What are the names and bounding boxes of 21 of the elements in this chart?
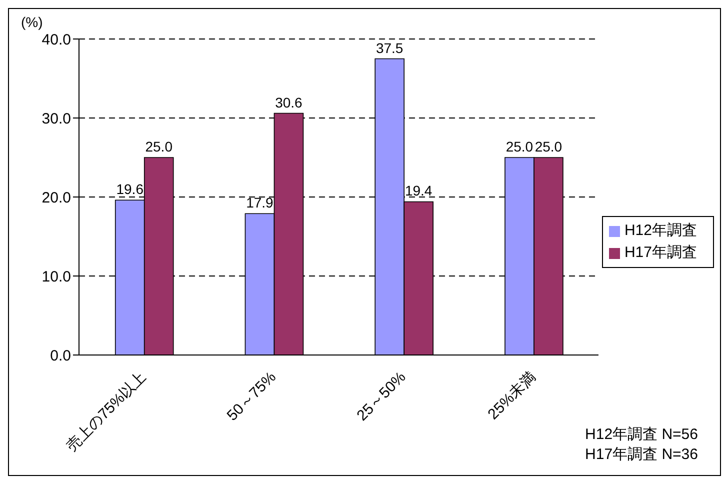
data-label: 25.0 — [145, 138, 173, 154]
text: H17年調査 N=36 — [585, 445, 698, 465]
data-label: 19.6 — [116, 181, 144, 198]
y-tick-label: 10.0 — [42, 268, 71, 286]
data-label: 25.0 — [506, 138, 534, 154]
x-tick-label: 25～50% — [354, 368, 410, 424]
y-axis-title: (%) — [21, 14, 43, 30]
y-tick-label: 20.0 — [42, 189, 71, 206]
text: H12年調査 N=56 — [585, 425, 698, 445]
data-label: 37.5 — [376, 40, 404, 56]
x-tick-label: 50～75% — [224, 368, 280, 424]
data-label: 25.0 — [534, 138, 562, 154]
data-label: 17.9 — [246, 194, 274, 211]
legend-label: H17年調査 — [624, 244, 697, 261]
y-tick-label: 30.0 — [42, 110, 71, 128]
data-label: 19.4 — [404, 182, 432, 199]
y-tick-label: 0.0 — [50, 347, 71, 364]
legend-label: H12年調査 — [624, 222, 697, 239]
x-tick-label: 売上の75%以上 — [63, 368, 150, 455]
y-tick-label: 40.0 — [42, 31, 71, 48]
data-label: 30.6 — [275, 94, 303, 110]
